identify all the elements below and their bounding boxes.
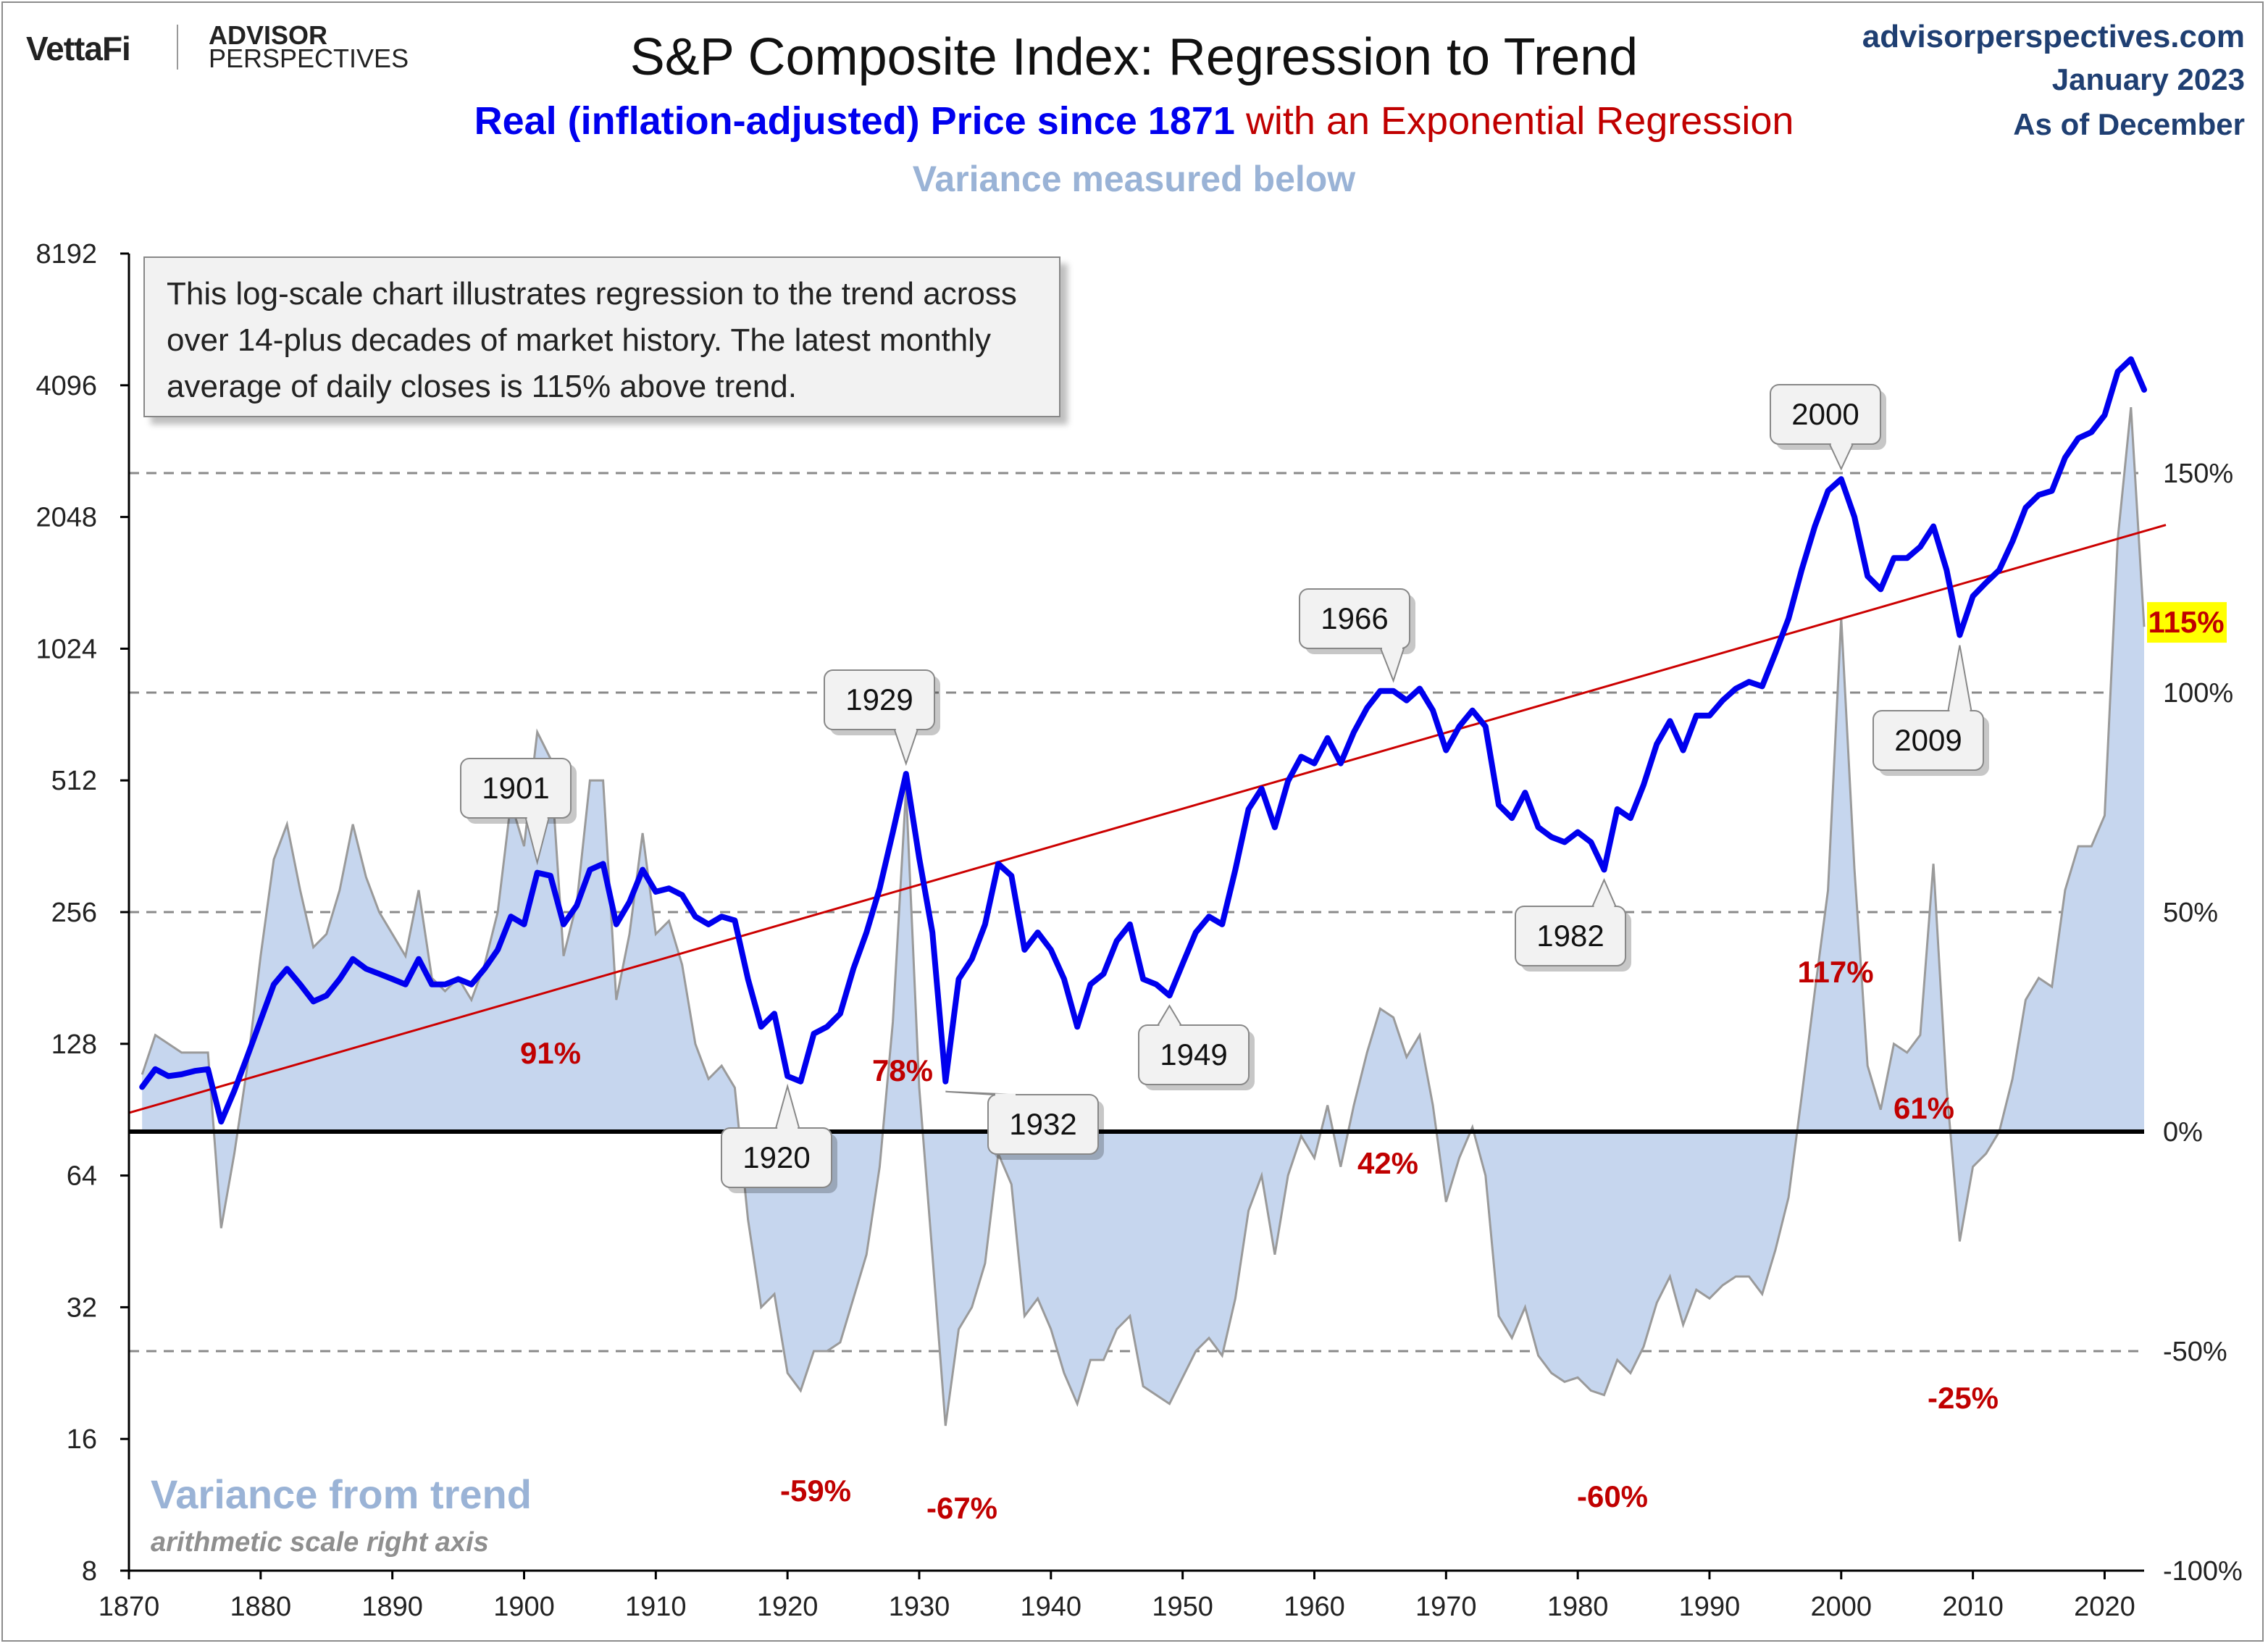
- advisor-perspectives-logo-line1: ADVISOR: [209, 20, 328, 50]
- x-tick-label-1960: 1960: [1284, 1592, 1345, 1622]
- x-tick-label-1890: 1890: [361, 1592, 423, 1622]
- variance-label-42%: 42%: [1357, 1146, 1418, 1180]
- left-tick-label-2048: 2048: [35, 503, 97, 533]
- x-tick-label-2000: 2000: [1811, 1592, 1872, 1622]
- vettafi-logo: VettaFi: [26, 30, 131, 67]
- right-tick-label-100%: 100%: [2163, 678, 2233, 709]
- date-line-1: January 2023: [2051, 62, 2245, 96]
- x-tick-label-2020: 2020: [2074, 1592, 2135, 1622]
- subtitle-blue-part: Real (inflation-adjusted) Price since 18…: [474, 99, 1246, 143]
- chart-subtitle: Real (inflation-adjusted) Price since 18…: [0, 99, 2268, 143]
- callout-label-1920: 1920: [742, 1140, 810, 1174]
- subtitle-red-part: with an Exponential Regression: [1245, 99, 1794, 143]
- left-tick-label-32: 32: [67, 1292, 97, 1323]
- left-tick-label-64: 64: [67, 1161, 97, 1192]
- logo-divider: [177, 25, 178, 70]
- year-callouts: 1901 1920 1929 1932 1949 1966 1982 2000 2009: [460, 384, 1989, 1193]
- callout-box-1966: [1299, 588, 1410, 649]
- callout-box-1920: [721, 1127, 832, 1188]
- chart-title: S&P Composite Index: Regression to Trend: [629, 28, 1639, 86]
- x-tick-label-1870: 1870: [99, 1592, 160, 1622]
- variance-label--59%: -59%: [780, 1474, 851, 1508]
- callout-box-1901: [460, 758, 572, 819]
- callout-tail-1929: [893, 729, 919, 766]
- callout-tail-1966: [1379, 648, 1405, 683]
- axes: [120, 252, 2144, 1579]
- variance-from-trend-label: Variance from trend: [151, 1471, 532, 1517]
- callout-box-2000: [1770, 384, 1881, 445]
- trend-line: [128, 524, 2167, 1114]
- right-tick-label--50%: -50%: [2163, 1337, 2227, 1367]
- variance-label-117%: 117%: [1797, 955, 1873, 989]
- date-line-2: As of December: [2013, 107, 2245, 141]
- left-tick-label-1024: 1024: [35, 634, 97, 664]
- left-tick-label-8192: 8192: [35, 239, 97, 270]
- x-tick-label-1920: 1920: [757, 1592, 819, 1622]
- callout-box-2009: [1872, 710, 1984, 771]
- left-tick-label-512: 512: [51, 766, 97, 796]
- real-price-line: [139, 356, 2147, 1125]
- left-tick-label-4096: 4096: [35, 371, 97, 401]
- variance-label--25%: -25%: [1928, 1381, 1999, 1415]
- callout-tail-1949: [1156, 1004, 1183, 1026]
- tick-labels: 8 16 32 64 128 256 512 1024 2048 4096 8192 150% 100%…: [35, 239, 2242, 1622]
- variance-labels: 91% -59% 78% -67% 42% -60% 117% 61% -25% 115%: [520, 602, 2227, 1525]
- x-tick-label-1930: 1930: [889, 1592, 950, 1622]
- price-line: [139, 356, 2147, 1125]
- callout-tail-2000: [1828, 443, 1854, 471]
- callout-tail-1920: [774, 1083, 800, 1129]
- callout-label-2009: 2009: [1894, 723, 1962, 757]
- left-tick-label-256: 256: [51, 898, 97, 928]
- latest-variance-label: 115%: [2148, 605, 2224, 639]
- callout-tail-1982: [1591, 877, 1618, 907]
- variance-label-91%: 91%: [520, 1036, 581, 1070]
- x-tick-label-1950: 1950: [1152, 1592, 1213, 1622]
- variance-label--67%: -67%: [926, 1491, 997, 1525]
- arithmetic-scale-label: arithmetic scale right axis: [151, 1527, 489, 1558]
- variance-label--60%: -60%: [1577, 1479, 1648, 1513]
- variance-line: [141, 406, 2146, 1426]
- callout-label-1966: 1966: [1321, 601, 1388, 635]
- x-tick-label-2010: 2010: [1942, 1592, 2004, 1622]
- callout-box-1929: [824, 669, 935, 730]
- latest-highlight: [2147, 602, 2227, 643]
- exponential-regression-line: [128, 524, 2167, 1114]
- x-tick-label-1970: 1970: [1415, 1592, 1477, 1622]
- variance-fill: [142, 407, 2144, 1426]
- x-tick-label-1990: 1990: [1679, 1592, 1741, 1622]
- variance-area: [141, 406, 2146, 1426]
- right-tick-label-150%: 150%: [2163, 459, 2233, 489]
- callout-box-1932: [987, 1094, 1099, 1155]
- callout-label-1949: 1949: [1160, 1037, 1227, 1071]
- callout-label-2000: 2000: [1791, 397, 1859, 431]
- site-url: advisorperspectives.com: [1862, 19, 2245, 54]
- left-tick-label-128: 128: [51, 1029, 97, 1060]
- callout-label-1929: 1929: [845, 682, 913, 717]
- left-tick-label-8: 8: [82, 1556, 97, 1587]
- x-tick-label-1900: 1900: [493, 1592, 555, 1622]
- callout-box-1949: [1138, 1024, 1250, 1085]
- chart-subtitle-variance: Variance measured below: [912, 159, 1356, 199]
- callout-label-1982: 1982: [1536, 919, 1604, 953]
- variance-label-61%: 61%: [1894, 1091, 1954, 1125]
- right-tick-label-50%: 50%: [2163, 898, 2218, 928]
- callout-tail-2009: [1947, 645, 1972, 711]
- variance-label-78%: 78%: [872, 1053, 933, 1087]
- callout-label-1932: 1932: [1009, 1107, 1076, 1141]
- callout-box-1982: [1515, 906, 1626, 966]
- x-tick-label-1910: 1910: [625, 1592, 687, 1622]
- x-tick-label-1940: 1940: [1021, 1592, 1082, 1622]
- right-tick-label--100%: -100%: [2163, 1556, 2243, 1587]
- right-tick-label-0%: 0%: [2163, 1117, 2203, 1148]
- left-tick-label-16: 16: [67, 1424, 97, 1455]
- x-tick-label-1880: 1880: [230, 1592, 292, 1622]
- note-box: This log-scale chart illustrates regress…: [143, 256, 1060, 417]
- advisor-perspectives-logo-line2: PERSPECTIVES: [209, 43, 409, 73]
- callout-label-1901: 1901: [482, 771, 549, 805]
- x-tick-label-1980: 1980: [1547, 1592, 1609, 1622]
